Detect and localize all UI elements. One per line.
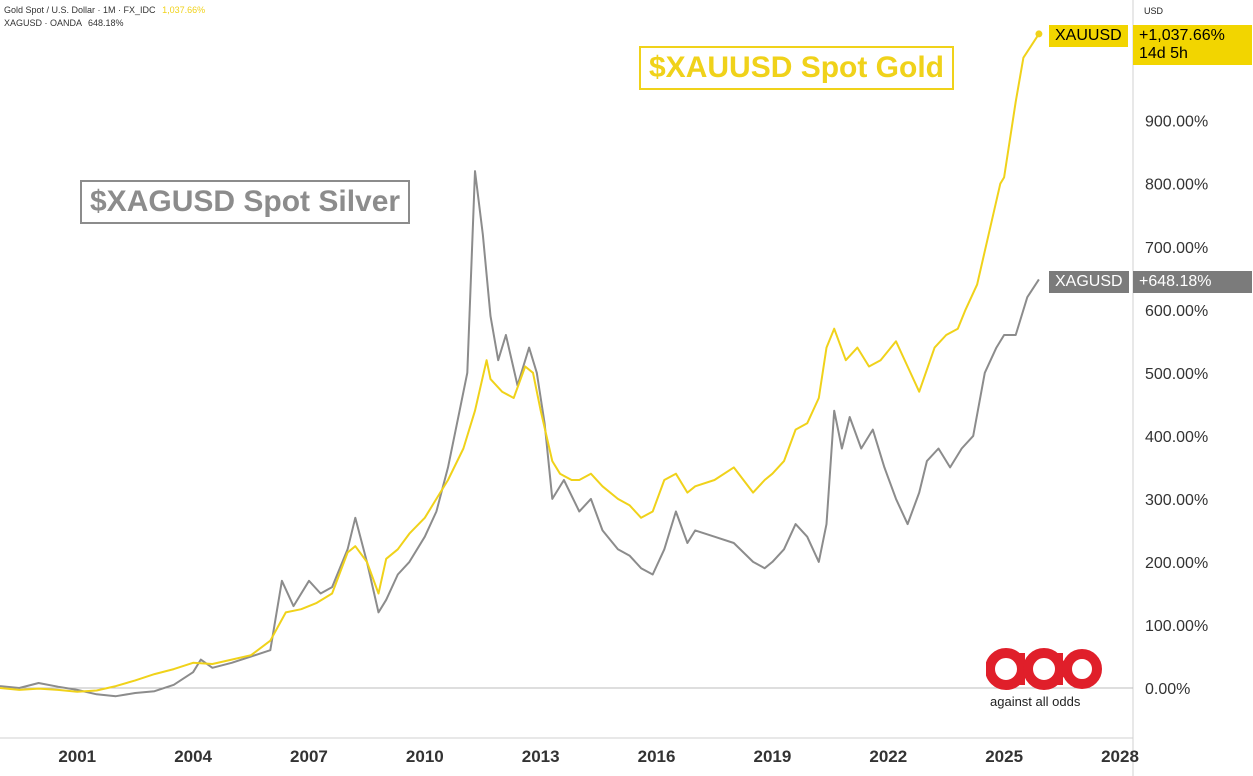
against-all-odds-logo — [986, 648, 1102, 690]
y-tick-label: 600.00% — [1145, 303, 1208, 320]
gold-countdown: 14d 5h — [1139, 45, 1188, 62]
legend-silver-name: XAGUSD · OANDA — [4, 18, 82, 28]
silver-symbol-tag: XAGUSD — [1049, 271, 1129, 293]
legend-gold-name: Gold Spot / U.S. Dollar · 1M · FX_IDC — [4, 5, 156, 15]
x-tick-label: 2007 — [290, 747, 328, 766]
y-tick-label: 200.00% — [1145, 555, 1208, 572]
legend-gold: Gold Spot / U.S. Dollar · 1M · FX_IDC 1,… — [4, 5, 205, 15]
x-tick-label: 2025 — [985, 747, 1023, 766]
x-tick-label: 2022 — [869, 747, 907, 766]
y-tick-label: 300.00% — [1145, 492, 1208, 509]
gold-title-annotation: $XAUUSD Spot Gold — [639, 46, 955, 90]
y-tick-label: 400.00% — [1145, 429, 1208, 446]
y-tick-label: 0.00% — [1145, 681, 1190, 698]
gold-last-price-marker — [1035, 30, 1043, 38]
logo-caption: against all odds — [990, 694, 1081, 709]
y-tick-label: 800.00% — [1145, 177, 1208, 194]
x-tick-label: 2019 — [753, 747, 791, 766]
silver-price-tag: +648.18% — [1133, 271, 1252, 293]
series-line-gold — [0, 33, 1040, 693]
series-line-silver — [0, 170, 1040, 698]
y-tick-label: 700.00% — [1145, 240, 1208, 257]
logo-mark — [986, 648, 1102, 690]
x-axis-ticks: 2001 2004 2007 2010 2013 2016 2019 2022 2025 2028 — [58, 747, 1139, 766]
legend-silver-value: 648.18% — [88, 18, 124, 28]
y-tick-label: 900.00% — [1145, 114, 1208, 131]
y-tick-label: 100.00% — [1145, 618, 1208, 635]
gold-symbol-tag: XAUUSD — [1049, 25, 1128, 47]
x-tick-label: 2004 — [174, 747, 212, 766]
silver-title-annotation: $XAGUSD Spot Silver — [80, 180, 411, 224]
y-tick-label: 500.00% — [1145, 366, 1208, 383]
y-axis-ticks: 0.00% 100.00% 200.00% 300.00% 400.00% 500.00%… — [1145, 114, 1208, 698]
gold-price-tag: +1,037.66% 14d 5h — [1133, 25, 1252, 65]
legend-gold-value: 1,037.66% — [162, 5, 206, 15]
x-tick-label: 2028 — [1101, 747, 1139, 766]
gold-price-value: +1,037.66% — [1139, 27, 1225, 44]
x-tick-label: 2001 — [58, 747, 96, 766]
currency-label: USD — [1144, 6, 1164, 16]
x-tick-label: 2010 — [406, 747, 444, 766]
x-tick-label: 2013 — [522, 747, 560, 766]
legend-silver: XAGUSD · OANDA 648.18% — [4, 18, 124, 28]
x-tick-label: 2016 — [638, 747, 676, 766]
series-layer — [0, 33, 1040, 698]
